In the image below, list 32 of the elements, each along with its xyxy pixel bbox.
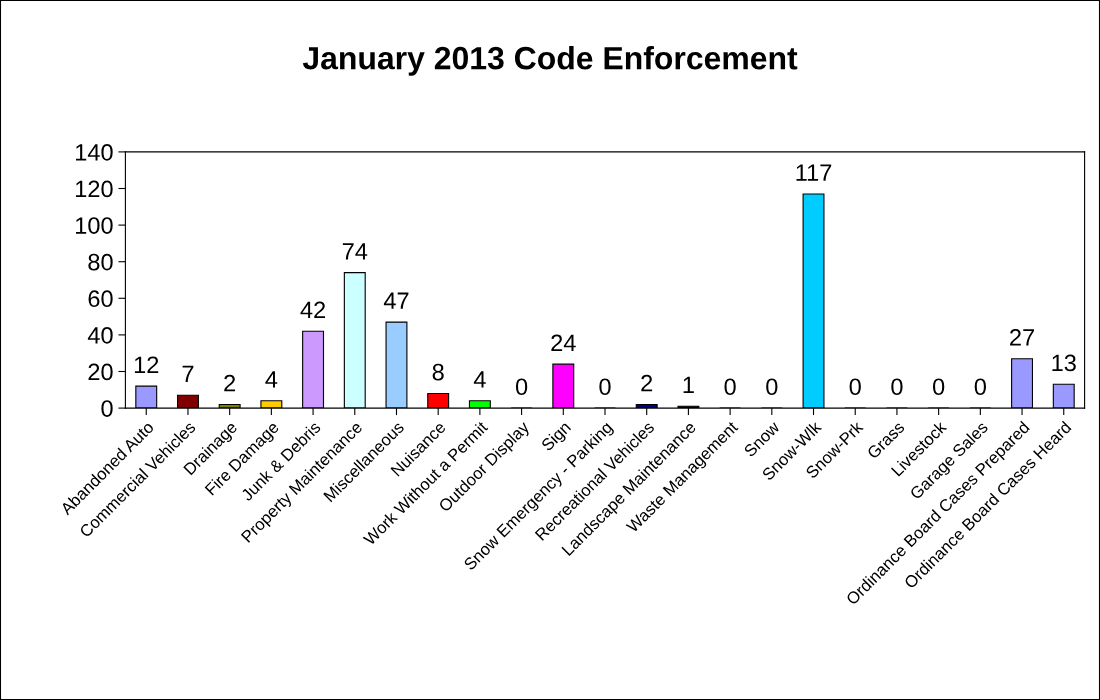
data-label: 0 bbox=[974, 378, 986, 396]
data-label: 117 bbox=[796, 164, 832, 181]
data-label: 2 bbox=[224, 374, 236, 392]
y-tick-label: 40 bbox=[87, 326, 113, 344]
data-label: 24 bbox=[551, 334, 576, 351]
y-tick-label: 120 bbox=[76, 180, 113, 198]
y-tick-label: 60 bbox=[88, 290, 113, 308]
data-label: 0 bbox=[766, 378, 778, 396]
data-label: 0 bbox=[932, 378, 945, 396]
chart-title: January 2013 Code Enforcement bbox=[302, 46, 798, 76]
data-label: 4 bbox=[473, 371, 486, 388]
y-tick-label: 140 bbox=[76, 143, 113, 161]
data-label: 0 bbox=[515, 378, 528, 396]
data-label: 13 bbox=[1052, 354, 1076, 372]
y-tick-label: 0 bbox=[101, 400, 113, 417]
data-label: 27 bbox=[1010, 328, 1034, 346]
data-label: 8 bbox=[432, 363, 444, 381]
data-label: 12 bbox=[134, 356, 159, 373]
data-label: 7 bbox=[182, 365, 194, 383]
data-label: 47 bbox=[383, 292, 409, 309]
data-label: 1 bbox=[683, 376, 694, 394]
y-tick-label: 100 bbox=[76, 217, 113, 234]
data-label: 0 bbox=[724, 378, 736, 396]
data-label: 0 bbox=[849, 378, 861, 396]
data-label: 2 bbox=[641, 374, 653, 392]
data-label: 0 bbox=[891, 378, 903, 396]
y-tick-label: 20 bbox=[88, 363, 113, 381]
y-tick-label: 80 bbox=[88, 253, 113, 271]
data-label: 4 bbox=[265, 371, 278, 388]
data-label: 0 bbox=[599, 378, 611, 396]
data-label: 42 bbox=[300, 301, 326, 319]
data-label: 74 bbox=[342, 243, 368, 260]
